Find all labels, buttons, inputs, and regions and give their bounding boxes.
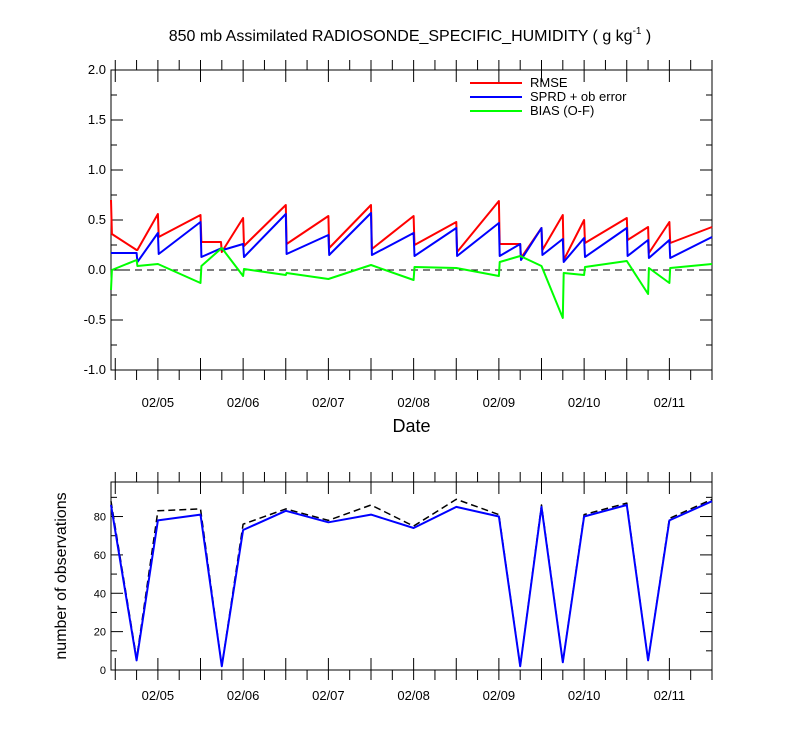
top-series-line-1: [111, 212, 713, 263]
top-xtick-label: 02/11: [654, 395, 686, 410]
chart-title: 850 mb Assimilated RADIOSONDE_SPECIFIC_H…: [169, 26, 652, 45]
top-xlabel: Date: [392, 416, 430, 436]
title-superscript: -1: [633, 26, 642, 37]
bottom-xtick-label: 02/11: [654, 688, 686, 703]
title-main: 850 mb Assimilated RADIOSONDE_SPECIFIC_H…: [169, 28, 633, 45]
top-ytick-label: 1.5: [88, 112, 106, 127]
bottom-ytick-label: 80: [94, 512, 106, 524]
bottom-ytick-label: 40: [94, 588, 106, 600]
bottom-xtick-label: 02/10: [568, 688, 601, 703]
top-xtick-label: 02/07: [312, 395, 345, 410]
top-ytick-label: 0.0: [88, 262, 106, 277]
bottom-xtick-label: 02/08: [397, 688, 430, 703]
top-ytick-label: -0.5: [84, 312, 106, 327]
top-panel: -1.0 -0.5 0.0 0.5 1.0 1.5 2.0 02/05 02/06 02/07 02…: [84, 60, 713, 436]
top-ytick-label: -1.0: [84, 362, 106, 377]
legend-label-0: RMSE: [530, 75, 568, 90]
top-ytick-label: 0.5: [88, 212, 106, 227]
top-xtick-label: 02/10: [568, 395, 601, 410]
top-series-line-2: [110, 247, 713, 319]
top-ytick-label: 1.0: [88, 162, 106, 177]
bottom-xtick-label: 02/07: [312, 688, 345, 703]
top-xtick-label: 02/08: [397, 395, 430, 410]
bottom-panel: 0 20 40 60 80 02/05 02/06 02/07 02/08 02/09 02/10 0…: [53, 472, 713, 703]
legend-label-2: BIAS (O-F): [530, 103, 594, 118]
bottom-series-line-1: [110, 500, 713, 668]
bottom-ytick-label: 60: [94, 550, 106, 562]
bottom-xtick-label: 02/05: [142, 688, 175, 703]
bottom-ytick-label: 20: [94, 627, 106, 639]
legend-label-1: SPRD + ob error: [530, 89, 627, 104]
bottom-xtick-label: 02/09: [483, 688, 516, 703]
top-xtick-label: 02/06: [227, 395, 260, 410]
top-ytick-label: 2.0: [88, 62, 106, 77]
title-end: ): [641, 28, 651, 45]
top-xtick-label: 02/05: [142, 395, 175, 410]
bottom-xtick-label: 02/06: [227, 688, 260, 703]
bottom-frame: [110, 481, 713, 671]
top-xtick-label: 02/09: [483, 395, 516, 410]
bottom-ytick-label: 0: [100, 665, 106, 677]
bottom-ylabel: number of observations: [53, 492, 70, 659]
